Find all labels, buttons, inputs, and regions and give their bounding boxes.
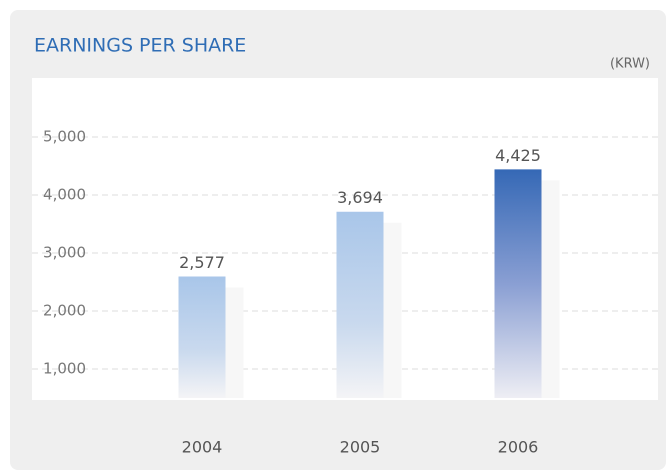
y-tick-label: 3,000	[43, 244, 86, 262]
bar	[178, 277, 226, 398]
x-tick-label: 2004	[182, 438, 223, 457]
bar-shadow	[225, 287, 244, 398]
bar	[336, 212, 384, 398]
y-tick-label: 4,000	[43, 186, 86, 204]
y-tick-label: 2,000	[43, 302, 86, 320]
bar-shadow	[541, 180, 560, 398]
x-tick-label: 2005	[340, 438, 381, 457]
value-label: 3,694	[337, 188, 383, 207]
value-label: 2,577	[179, 253, 225, 272]
x-tick-label: 2006	[498, 438, 539, 457]
bar-shadow	[383, 222, 402, 398]
y-tick-label: 1,000	[43, 360, 86, 378]
y-tick-label: 5,000	[43, 128, 86, 146]
value-label: 4,425	[495, 146, 541, 165]
bar	[494, 170, 542, 398]
chart-title: EARNINGS PER SHARE	[34, 35, 246, 57]
unit-label: (KRW)	[610, 57, 650, 72]
